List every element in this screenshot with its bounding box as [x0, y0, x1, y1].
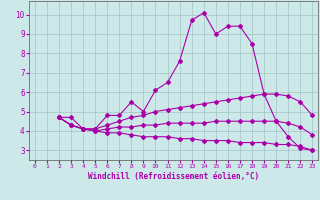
X-axis label: Windchill (Refroidissement éolien,°C): Windchill (Refroidissement éolien,°C) — [88, 172, 259, 181]
